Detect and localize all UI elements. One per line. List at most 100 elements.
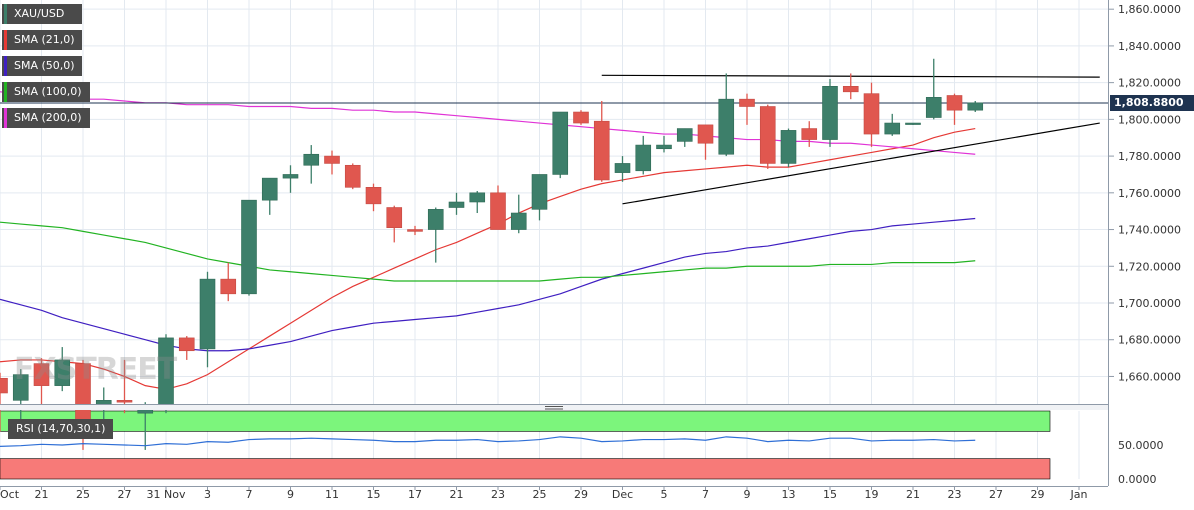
x-tick-label: 25 — [76, 488, 90, 501]
candle-body — [510, 212, 527, 230]
y-tick-label: 1,680.0000 — [1118, 334, 1181, 347]
candle — [531, 174, 548, 221]
x-tick-label: 23 — [491, 488, 505, 501]
legend-swatch — [4, 82, 7, 102]
candle — [365, 183, 382, 212]
x-tick-label: 29 — [1031, 488, 1045, 501]
y-tick-label: 1,760.0000 — [1118, 187, 1181, 200]
x-tick-label: Dec — [612, 488, 633, 501]
candle — [676, 128, 693, 147]
candle — [552, 111, 569, 179]
x-tick-label: Jan — [1070, 488, 1088, 501]
candle — [490, 185, 506, 230]
candle-body — [448, 201, 465, 208]
candle — [469, 190, 486, 214]
y-tick-label: 1,780.0000 — [1118, 150, 1181, 163]
pane-divider — [0, 405, 1108, 410]
candle-body — [137, 409, 154, 414]
x-tick-label: 19 — [865, 488, 879, 501]
candle-body — [241, 199, 257, 295]
legend-label: SMA (50,0) — [14, 59, 75, 72]
candle — [739, 93, 755, 125]
candle-body — [116, 400, 133, 403]
candle — [54, 347, 71, 392]
x-tick-label: 9 — [287, 488, 294, 501]
legend-item-sma21[interactable]: SMA (21,0) — [2, 30, 82, 50]
x-tick-label: 3 — [204, 488, 211, 501]
candle-body — [739, 98, 755, 107]
y-axis-labels: 1,860.0000 1,840.0000 1,820.0000 1,800.0000… — [1109, 3, 1181, 486]
candles — [0, 58, 984, 450]
candle — [199, 271, 216, 368]
legend-label: SMA (200,0) — [14, 111, 82, 124]
candle — [282, 165, 299, 193]
rsi-label[interactable]: RSI (14,70,30,1) — [8, 419, 114, 439]
candle — [759, 104, 776, 169]
y-tick-label: 1,660.0000 — [1118, 370, 1181, 383]
candle-body — [33, 363, 50, 386]
candle — [863, 82, 880, 147]
candle — [780, 128, 797, 168]
last-price-tag: 1,808.8800 — [1110, 95, 1194, 111]
x-tick-label: Oct — [0, 488, 20, 501]
legend-swatch — [4, 56, 7, 76]
candle-body — [656, 144, 672, 150]
candle-body — [593, 120, 610, 181]
x-tick-label: 27 — [118, 488, 132, 501]
candle-body — [801, 128, 818, 140]
legend: XAU/USD SMA (21,0) SMA (50,0) SMA (100,0… — [2, 4, 90, 134]
legend-swatch — [4, 4, 7, 24]
legend-swatch — [4, 108, 7, 128]
candle — [573, 110, 589, 125]
y-tick-label: 1,840.0000 — [1118, 40, 1181, 53]
y-tick-label: 1,740.0000 — [1118, 224, 1181, 237]
candle — [386, 205, 403, 243]
legend-item-sma50[interactable]: SMA (50,0) — [2, 56, 82, 76]
candle-body — [386, 207, 403, 229]
x-tick-label: 15 — [367, 488, 381, 501]
candle — [884, 113, 901, 136]
candle — [925, 58, 942, 120]
candle — [303, 145, 320, 184]
candle — [718, 73, 735, 157]
x-tick-label: 17 — [408, 488, 422, 501]
candle — [324, 150, 340, 175]
candle — [822, 78, 838, 147]
candle-body — [842, 86, 859, 93]
candle — [614, 156, 631, 182]
candle — [656, 135, 672, 153]
x-tick-label: 9 — [744, 488, 751, 501]
candle-body — [282, 174, 299, 179]
candle-body — [946, 95, 963, 111]
x-tick-label: 25 — [533, 488, 547, 501]
candle — [0, 372, 8, 432]
watermark-logo: FXSTREET — [14, 352, 177, 387]
candle-body — [573, 111, 589, 124]
rsi-tick-label: 0.0000 — [1118, 473, 1157, 486]
sma-line — [0, 217, 976, 352]
pane-resize-handle — [545, 408, 563, 410]
legend-label: SMA (100,0) — [14, 85, 82, 98]
candle-body — [54, 359, 71, 386]
sma-line — [0, 127, 976, 390]
pane-resize-handle — [545, 406, 563, 407]
x-tick-label: 21 — [35, 488, 49, 501]
legend-item-sma200[interactable]: SMA (200,0) — [2, 108, 90, 128]
candle-body — [822, 86, 838, 140]
candle-body — [552, 111, 569, 175]
candle-body — [427, 209, 444, 230]
candle — [635, 135, 652, 175]
candle-body — [780, 130, 797, 164]
legend-item-sma100[interactable]: SMA (100,0) — [2, 82, 90, 102]
x-tick-label: 5 — [661, 488, 668, 501]
legend-item-xauusd[interactable]: XAU/USD — [2, 4, 82, 24]
x-tick-label: 29 — [574, 488, 588, 501]
candle-body — [531, 174, 548, 210]
candle — [33, 358, 50, 408]
x-tick-label: 7 — [246, 488, 253, 501]
x-tick-label: 21 — [906, 488, 920, 501]
x-tick-label: 27 — [989, 488, 1003, 501]
candle-body — [220, 278, 237, 295]
